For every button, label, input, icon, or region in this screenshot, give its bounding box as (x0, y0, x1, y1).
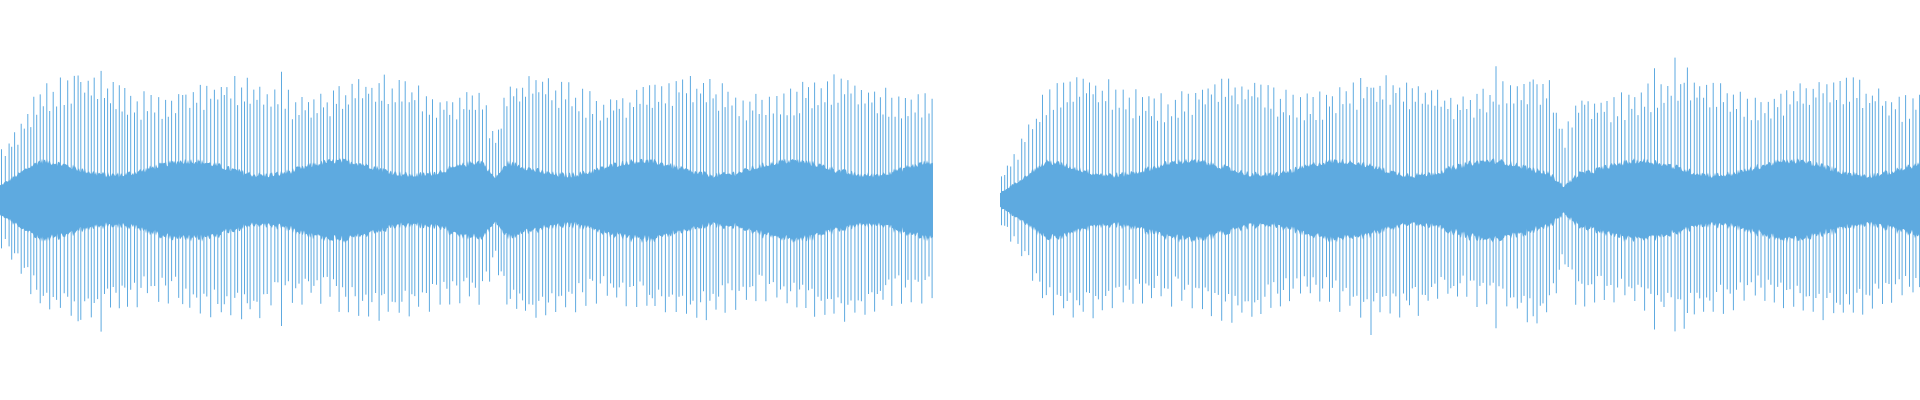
waveform-peaks (1, 70, 933, 332)
waveform-peaks (1001, 57, 1920, 335)
